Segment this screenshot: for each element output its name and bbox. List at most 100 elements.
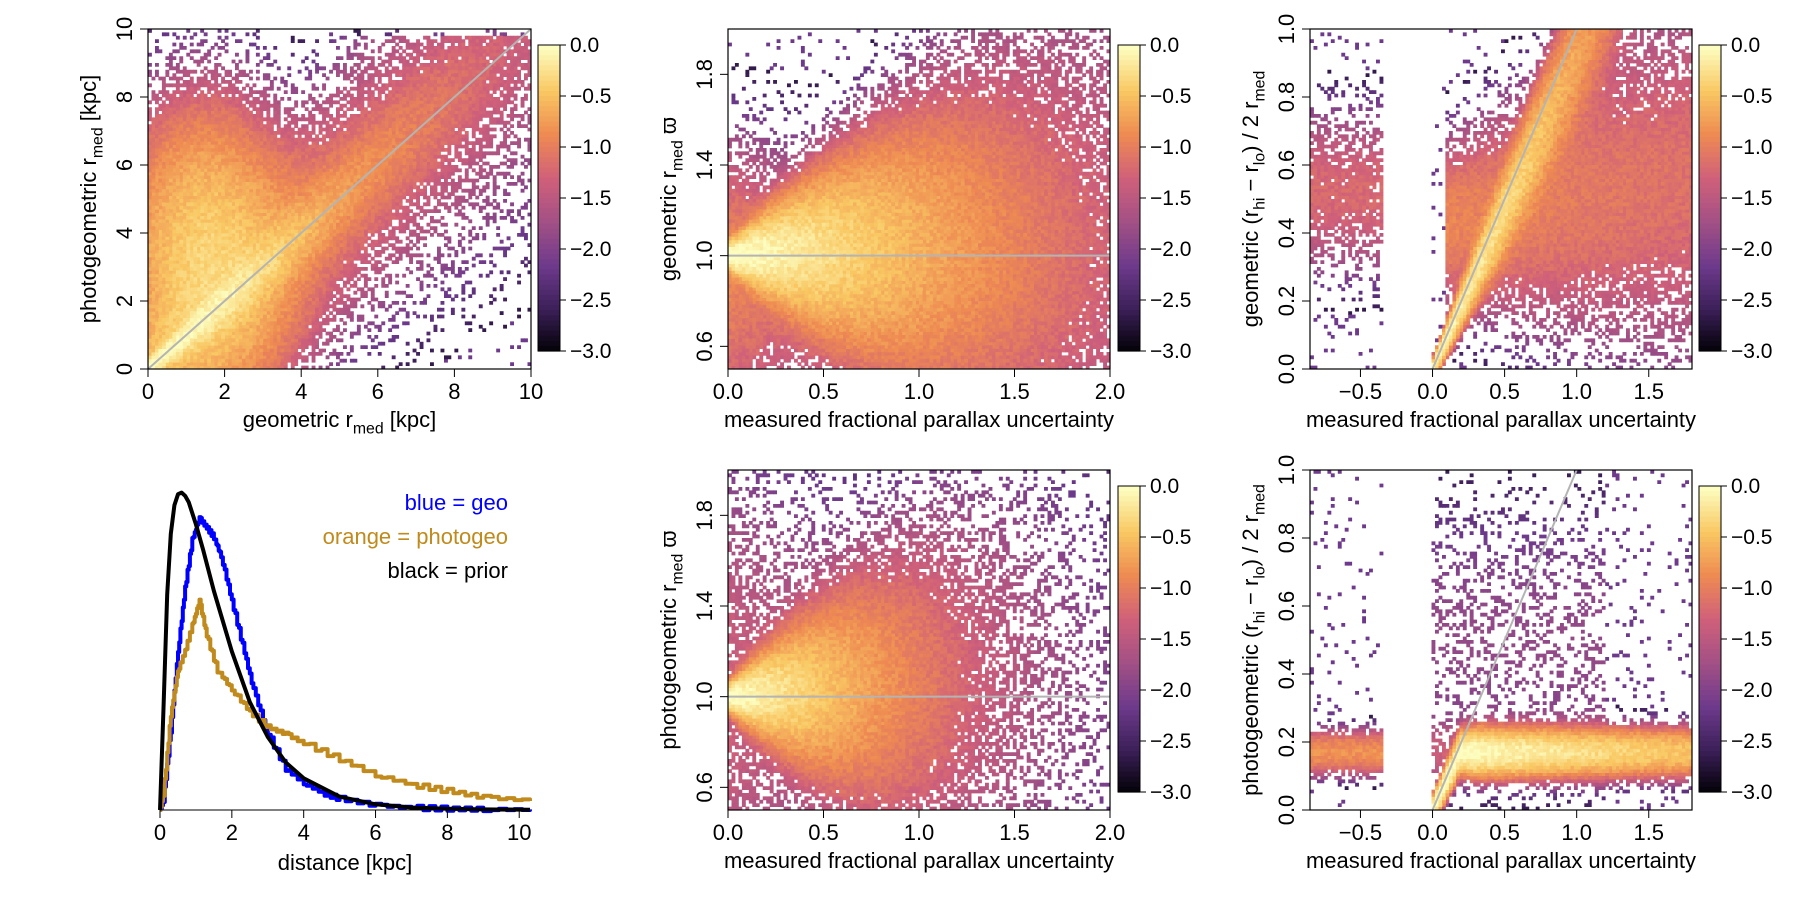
p6-density-cell	[1556, 714, 1641, 787]
p2-density-cell	[759, 216, 909, 315]
p1-density-cell	[168, 56, 173, 60]
p6-density-cell	[1608, 745, 1634, 753]
p2-density-cell	[762, 161, 767, 166]
p1-colorbar-band	[538, 116, 560, 123]
p3-colorbar-band	[1699, 294, 1721, 301]
p3-density-cell	[1511, 192, 1516, 196]
p5-colorbar-band	[1118, 730, 1140, 737]
p3-colorbar-band	[1699, 182, 1721, 189]
p6-colorbar-band	[1699, 730, 1721, 737]
p2-colorbar-band	[1118, 70, 1140, 77]
p2-colorbar-band	[1118, 106, 1140, 112]
p5-density-cell	[853, 483, 1107, 529]
p6-density-cell	[1480, 524, 1547, 532]
p2-xtick-label: 0.5	[808, 379, 839, 404]
p6-density-cell	[1532, 728, 1537, 733]
p2-density-cell	[762, 199, 864, 285]
p1-density-cell	[468, 328, 473, 332]
p1-colorbar-band	[538, 198, 560, 204]
p1-density-cell	[464, 321, 469, 326]
p1-frame	[147, 28, 532, 370]
p2-colorbar-band	[1118, 203, 1140, 209]
p3-density-cell	[1528, 165, 1533, 169]
p3-density-cell	[1452, 358, 1457, 363]
p1-density-cell	[461, 304, 483, 319]
p5-density-cell	[797, 578, 958, 801]
p1-colorbar-band	[538, 233, 560, 240]
p6-density-cell	[1528, 796, 1533, 801]
p2-density-cell	[849, 86, 854, 91]
p1-density-cell	[336, 178, 532, 360]
p2-colorbar-label: 0.0	[1150, 34, 1179, 57]
p2-colorbar-band	[1118, 269, 1140, 276]
p2-density-cell	[766, 239, 771, 244]
p2-density-cell	[901, 42, 906, 47]
p6-colorbar-band	[1699, 700, 1721, 706]
p2-colorbar-label: −0.5	[1150, 85, 1191, 108]
p2-colorbar-band	[1118, 75, 1140, 82]
p6-density-cell	[1476, 742, 1488, 753]
p6-xlabel: measured fractional parallax uncertainty	[1306, 848, 1696, 873]
p1-colorbar-band	[538, 70, 560, 77]
p2-density-cell	[894, 32, 899, 37]
p2-density-cell	[734, 243, 746, 251]
p2-colorbar-band	[1118, 238, 1140, 245]
p3-density-cell	[1452, 307, 1457, 312]
p5-colorbar-band	[1118, 603, 1140, 609]
p2-density-cell	[745, 100, 750, 105]
p6-density-cell	[1476, 738, 1620, 763]
p1-density-cell	[182, 263, 274, 343]
p6-density-cell	[1514, 752, 1651, 770]
p6-density-cell	[1619, 708, 1623, 712]
p6-colorbar-band	[1699, 531, 1721, 538]
p4-xlabel: distance [kpc]	[278, 850, 413, 875]
p2-colorbar-band	[1118, 50, 1140, 56]
p1-colorbar-label: −1.0	[570, 136, 611, 159]
p6-density-cell	[1580, 779, 1585, 784]
p1-density-cell	[461, 246, 466, 254]
p6-density-cell	[1577, 755, 1582, 760]
p2-colorbar-band	[1118, 274, 1140, 281]
p2-density-cell	[738, 236, 760, 264]
p6-xtick-label: 0.5	[1489, 820, 1520, 845]
p6-ytick-label: 1.0	[1274, 455, 1299, 486]
p3-density-cell	[1448, 42, 1634, 302]
p1-density-cell	[158, 226, 274, 353]
p5-density-cell	[929, 504, 934, 508]
p5-colorbar-band	[1118, 598, 1140, 604]
p6-colorbar-band	[1699, 654, 1721, 660]
p6-density-cell	[1542, 487, 1547, 491]
p1-ytick-label: 0	[112, 363, 137, 375]
p6-colorbar-band	[1699, 715, 1721, 722]
p2-density-cell	[905, 35, 909, 40]
p5-colorbar-band	[1118, 659, 1140, 666]
p3-density-cell	[1483, 358, 1488, 363]
p5-density-cell	[731, 548, 996, 804]
p5-density-cell	[880, 504, 885, 508]
p6-density-cell	[1664, 765, 1669, 770]
p1-density-cell	[290, 35, 295, 40]
p1-colorbar-label: −2.5	[570, 289, 611, 312]
p5-density-cell	[738, 687, 743, 692]
p1-density-cell	[221, 290, 225, 295]
p6-density-cell	[1487, 742, 1491, 746]
p1-density-cell	[405, 321, 410, 326]
p6-colorbar-label: −2.0	[1731, 679, 1772, 702]
p5-density-cell	[790, 663, 809, 675]
p5-density-cell	[790, 677, 826, 709]
p6-density-cell	[1514, 745, 1561, 763]
p3-density-cell	[1501, 141, 1540, 193]
p6-colorbar-label: −2.5	[1731, 730, 1772, 753]
p2-density-cell	[863, 69, 868, 74]
p3-density-cell	[1466, 290, 1471, 295]
p2-density-cell	[762, 253, 781, 268]
p2-colorbar-band	[1118, 284, 1140, 291]
p6-density-cell	[1365, 755, 1370, 760]
p6-density-cell	[1462, 789, 1467, 794]
p3-colorbar-label: 0.0	[1731, 34, 1760, 57]
p2-density-cell	[728, 134, 1024, 363]
p3-colorbar-label: −1.0	[1731, 136, 1772, 159]
p1-colorbar-band	[538, 269, 560, 276]
p3-density-cell	[1494, 233, 1498, 237]
p6-colorbar-band	[1699, 735, 1721, 742]
